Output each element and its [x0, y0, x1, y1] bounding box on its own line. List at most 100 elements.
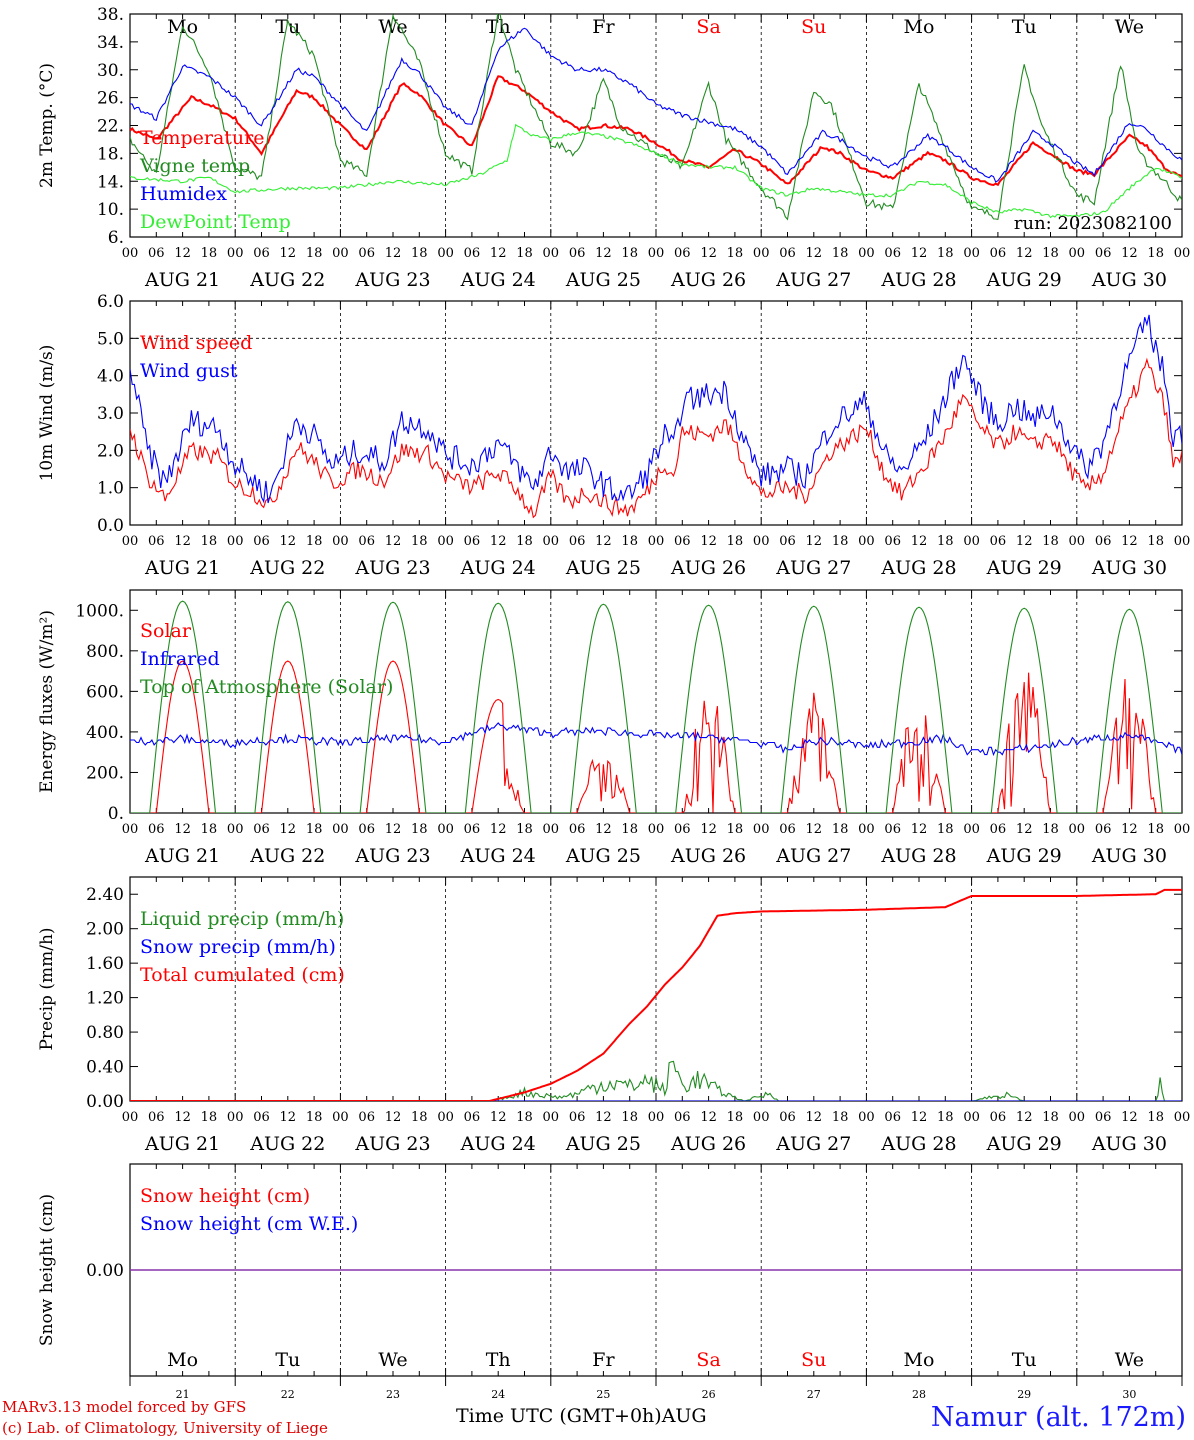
hour-tick-label: 12	[1016, 534, 1033, 549]
weekday-label: Sa	[696, 1349, 720, 1371]
weekday-label: Fr	[592, 16, 615, 38]
time-axis-text: Time UTC (GMT+0h)	[456, 1405, 662, 1427]
hour-tick-label: 18	[516, 246, 533, 261]
hour-tick-label: 00	[1069, 822, 1086, 837]
hour-tick-label: 12	[280, 1110, 297, 1125]
hour-tick-label: 12	[1121, 246, 1138, 261]
hour-tick-label: 06	[884, 1110, 901, 1125]
hour-tick-label: 18	[1042, 246, 1059, 261]
hour-tick-label: 00	[543, 534, 560, 549]
day-label: AUG 29	[986, 845, 1062, 867]
hour-tick-label: 06	[148, 534, 165, 549]
hour-tick-label: 00	[1174, 534, 1191, 549]
hour-tick-label: 06	[569, 822, 586, 837]
day-label: AUG 25	[565, 845, 641, 867]
hour-tick-label: 12	[1121, 1110, 1138, 1125]
weekday-label: We	[1115, 1349, 1144, 1371]
y-tick-label: 0.	[108, 804, 124, 824]
y-tick-label: 38.	[97, 5, 124, 25]
day-label: AUG 27	[775, 845, 851, 867]
day-label: AUG 29	[986, 269, 1062, 291]
hour-tick-label: 00	[332, 1110, 349, 1125]
hour-tick-label: 06	[148, 1110, 165, 1125]
series-wind-speed	[130, 357, 1182, 519]
hour-tick-label: 00	[963, 822, 980, 837]
hour-tick-label: 18	[832, 534, 849, 549]
y-tick-label: 34.	[97, 33, 124, 53]
hour-tick-label: 18	[1042, 534, 1059, 549]
hour-tick-label: 12	[385, 246, 402, 261]
hour-tick-label: 06	[148, 822, 165, 837]
hour-tick-label: 00	[437, 1110, 454, 1125]
hour-tick-label: 12	[490, 1110, 507, 1125]
hour-tick-label: 12	[174, 1110, 191, 1125]
hour-tick-label: 12	[174, 246, 191, 261]
day-label: AUG 24	[460, 557, 536, 579]
hour-tick-label: 06	[674, 534, 691, 549]
hour-tick-label: 06	[464, 534, 481, 549]
hour-tick-label: 18	[832, 246, 849, 261]
hour-tick-label: 18	[937, 1110, 954, 1125]
series-vigne-temp	[130, 14, 1182, 221]
panel-2: 0.0 1.0 2.0 3.0 4.0 5.0 6.0 10m Wind (m/s) 00 06 1…	[37, 292, 1190, 579]
hour-tick-label: 06	[990, 534, 1007, 549]
hour-tick-label: 18	[1147, 822, 1164, 837]
day-number-label: 25	[596, 1388, 610, 1401]
day-label: AUG 21	[144, 1133, 220, 1155]
hour-tick-label: 00	[1069, 534, 1086, 549]
hour-tick-label: 18	[1147, 1110, 1164, 1125]
hour-tick-label: 00	[1174, 822, 1191, 837]
hour-tick-label: 12	[911, 822, 928, 837]
hour-tick-label: 18	[516, 534, 533, 549]
legend-entry: Temperature	[140, 127, 264, 149]
hour-tick-label: 12	[911, 1110, 928, 1125]
hour-tick-label: 12	[595, 1110, 612, 1125]
hour-tick-label: 18	[621, 822, 638, 837]
hour-tick-label: 12	[174, 534, 191, 549]
hour-tick-label: 18	[306, 534, 323, 549]
hour-tick-label: 12	[595, 534, 612, 549]
day-label: AUG 26	[670, 269, 746, 291]
y-tick-label: 30.	[97, 61, 124, 81]
hour-tick-label: 18	[832, 822, 849, 837]
y-tick-label: 600.	[86, 682, 124, 702]
day-number-label: 24	[491, 1388, 505, 1401]
hour-tick-label: 18	[621, 246, 638, 261]
panel-frame	[129, 300, 1183, 526]
legend-entry: Top of Atmosphere (Solar)	[140, 676, 393, 698]
day-number-label: 22	[281, 1388, 295, 1401]
hour-tick-label: 18	[411, 822, 428, 837]
day-label: AUG 25	[565, 1133, 641, 1155]
series-group	[130, 600, 1182, 813]
day-label: AUG 22	[249, 269, 325, 291]
hour-tick-label: 00	[753, 246, 770, 261]
series-total-cumulated-cm	[130, 888, 1182, 1101]
hour-tick-label: 06	[990, 1110, 1007, 1125]
y-axis-label: 10m Wind (m/s)	[37, 345, 57, 482]
weekday-label: We	[378, 16, 407, 38]
hour-tick-label: 18	[306, 822, 323, 837]
hour-tick-label: 12	[1016, 1110, 1033, 1125]
hour-tick-label: 06	[464, 246, 481, 261]
weekday-label: Tu	[275, 1349, 300, 1371]
y-tick-label: 1.0	[97, 479, 124, 499]
day-label: AUG 26	[670, 1133, 746, 1155]
hour-tick-label: 18	[1042, 1110, 1059, 1125]
day-number-label: 30	[1122, 1388, 1136, 1401]
y-tick-label: 2.40	[86, 885, 124, 905]
hour-tick-label: 00	[963, 534, 980, 549]
hour-tick-label: 00	[858, 822, 875, 837]
hour-tick-label: 18	[516, 1110, 533, 1125]
y-tick-label: 14.	[97, 172, 124, 192]
y-tick-label: 0.40	[86, 1058, 124, 1078]
hour-tick-label: 12	[490, 246, 507, 261]
y-tick-label: 22.	[97, 117, 124, 137]
hour-tick-label: 00	[227, 246, 244, 261]
weekday-label: We	[378, 1349, 407, 1371]
y-tick-label: 0.00	[86, 1261, 124, 1281]
hour-tick-label: 06	[884, 246, 901, 261]
hour-tick-label: 00	[543, 246, 560, 261]
series-infrared	[130, 722, 1182, 757]
y-tick-label: 26.	[97, 89, 124, 109]
